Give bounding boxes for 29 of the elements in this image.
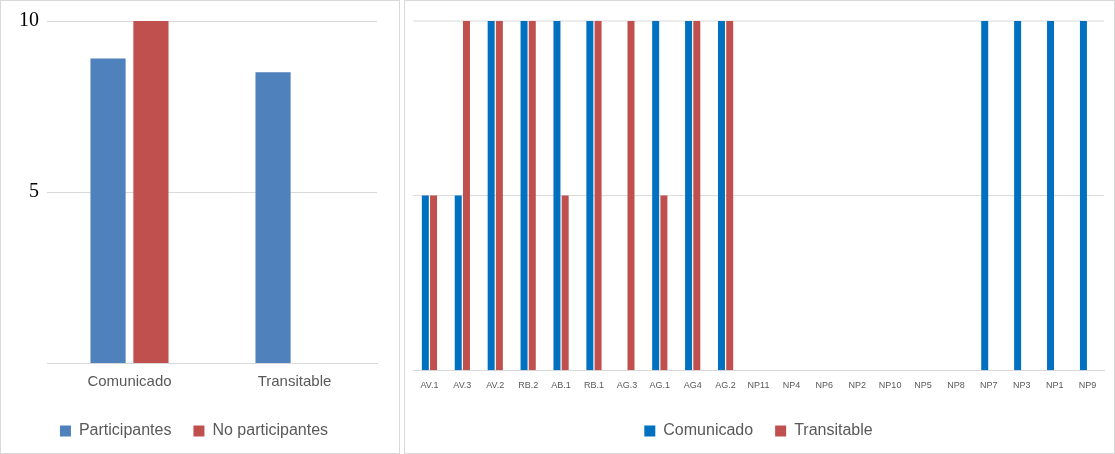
- x-tick-label: AB.1: [551, 380, 571, 391]
- x-tick-label: NP6: [815, 380, 834, 391]
- x-tick-label: NP5: [914, 380, 932, 391]
- x-tick-label: Transitable: [257, 372, 332, 390]
- x-tick-label: NP10: [878, 380, 902, 391]
- x-tick-label: NP1: [1045, 380, 1064, 391]
- x-tick-label: AV.1: [420, 380, 439, 391]
- x-tick-label: NP2: [848, 380, 866, 391]
- x-tick-label: AG4: [683, 380, 702, 391]
- x-tick-label: NP4: [782, 380, 801, 391]
- x-tick-label: RB.2: [518, 380, 539, 391]
- legend-label: Comunicado: [663, 421, 754, 439]
- x-tick-label: Comunicado: [87, 372, 172, 390]
- x-tick-label: RB.1: [583, 380, 604, 391]
- x-tick-label: NP9: [1078, 380, 1097, 391]
- x-tick-label: AV.3: [453, 380, 472, 391]
- x-tick-label: NP3: [1012, 380, 1031, 391]
- x-tick-label: AG.1: [649, 380, 671, 391]
- y-tick-label: 10: [19, 8, 39, 31]
- legend-label: No participantes: [212, 421, 329, 439]
- x-tick-label: NP7: [980, 380, 998, 391]
- x-tick-label: NP11: [747, 380, 770, 391]
- x-tick-label: AG.2: [715, 380, 736, 391]
- x-tick-label: AG.3: [616, 380, 638, 391]
- y-tick-label: 5: [29, 179, 39, 202]
- legend-label: Transitable: [794, 421, 873, 439]
- x-tick-label: AV.2: [486, 380, 505, 391]
- x-tick-label: NP8: [947, 380, 965, 391]
- legend-label: Participantes: [78, 421, 172, 439]
